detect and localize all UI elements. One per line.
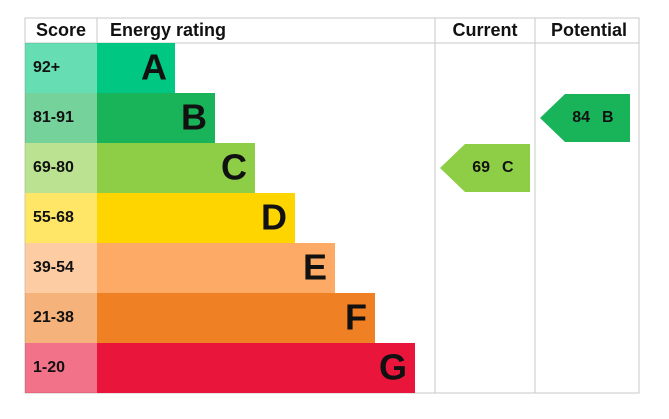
- band-score: 69-80: [33, 159, 74, 176]
- band-letter: A: [141, 47, 167, 88]
- header-potential: Potential: [551, 20, 627, 40]
- band-letter: C: [221, 147, 247, 188]
- score-cell: [25, 193, 97, 243]
- band-score: 21-38: [33, 309, 74, 326]
- band-bar: [97, 43, 175, 93]
- score-cell: [25, 243, 97, 293]
- score-cell: [25, 343, 97, 393]
- score-cell: [25, 93, 97, 143]
- band-letter: F: [345, 297, 367, 338]
- band-bar: [97, 143, 255, 193]
- score-cell: [25, 143, 97, 193]
- current-arrow: [440, 144, 530, 192]
- band-bar: [97, 293, 375, 343]
- band-bar: [97, 93, 215, 143]
- band-bar: [97, 243, 335, 293]
- score-cell: [25, 293, 97, 343]
- potential-arrow: [540, 94, 630, 142]
- score-cell: [25, 43, 97, 93]
- header-score: Score: [36, 20, 86, 40]
- band-bar: [97, 343, 415, 393]
- band-letter: E: [303, 247, 327, 288]
- band-letter: B: [181, 97, 207, 138]
- band-score: 39-54: [33, 259, 74, 276]
- band-score: 81-91: [33, 109, 74, 126]
- current-value: 69: [472, 159, 490, 176]
- band-letter: G: [379, 347, 407, 388]
- header-rating: Energy rating: [110, 20, 226, 40]
- band-bar: [97, 193, 295, 243]
- band-score: 1-20: [33, 359, 65, 376]
- current-letter: C: [502, 159, 514, 176]
- band-score: 55-68: [33, 209, 74, 226]
- band-letter: D: [261, 197, 287, 238]
- potential-letter: B: [602, 109, 614, 126]
- header-current: Current: [452, 20, 517, 40]
- potential-value: 84: [572, 109, 590, 126]
- band-score: 92+: [33, 59, 60, 76]
